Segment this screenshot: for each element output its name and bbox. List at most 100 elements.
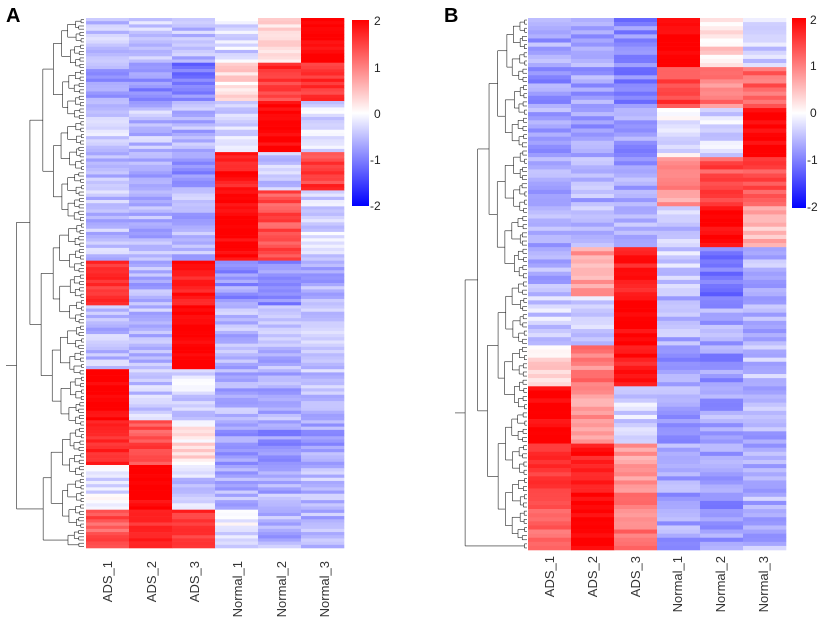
panel-b-heatmap-cell — [528, 181, 572, 187]
panel-b-heatmap-cell — [657, 500, 701, 506]
panel-b-heatmap-cell — [528, 496, 572, 502]
panel-b-heatmap-cell — [743, 341, 787, 346]
panel-b-heatmap-cell — [528, 259, 572, 264]
panel-a-heatmap-cell — [258, 334, 302, 338]
panel-a-heatmap-cell — [172, 286, 216, 290]
panel-a-heatmap-cell — [172, 110, 216, 115]
panel-a-heatmap-cell — [129, 359, 173, 364]
panel-a-heatmap-cell — [301, 311, 345, 316]
panel-b-heatmap-cell — [571, 206, 615, 211]
panel-a-heatmap-cell — [258, 417, 302, 421]
panel-a-heatmap-cell — [172, 461, 216, 466]
panel-b-heatmap-cell — [528, 91, 572, 97]
panel-a-heatmap-cell — [172, 244, 216, 249]
panel-b-heatmap-cell — [657, 529, 701, 534]
panel-a-heatmap-cell — [301, 477, 345, 482]
panel-a-heatmap-cell — [258, 538, 302, 542]
panel-b-heatmap-cell — [743, 398, 787, 403]
panel-b-heatmap-cell — [528, 353, 572, 358]
panel-b-heatmap-cell — [743, 333, 787, 338]
panel-a-heatmap-cell — [258, 522, 302, 526]
panel-a-heatmap-cell — [215, 40, 259, 44]
panel-b-heatmap-cell — [571, 30, 615, 35]
panel-a-heatmap-cell — [215, 254, 259, 258]
panel-a-heatmap-cell — [129, 145, 173, 150]
panel-a-heatmap-cell — [258, 148, 302, 153]
panel-b-heatmap-cell — [571, 263, 615, 268]
panel-a-heatmap-cell — [301, 21, 345, 25]
panel-a-heatmap-cell — [172, 321, 216, 325]
panel-a-heatmap-cell — [172, 480, 216, 485]
panel-a-heatmap-cell — [86, 461, 130, 466]
panel-a-heatmap-cell — [172, 69, 216, 73]
panel-a-heatmap-cell — [172, 107, 216, 111]
panel-a-heatmap-cell — [258, 161, 302, 166]
panel-b-heatmap-cell — [528, 537, 572, 543]
panel-a-heatmap-cell — [258, 231, 302, 236]
panel-a-heatmap-cell — [215, 346, 259, 351]
panel-b-heatmap-cell — [571, 468, 615, 473]
panel-b-heatmap-cell — [528, 99, 572, 105]
panel-b-heatmap-cell — [528, 423, 572, 428]
panel-a-heatmap-cell — [129, 244, 173, 249]
panel-a-heatmap-cell — [129, 254, 173, 258]
panel-a-heatmap-cell — [215, 461, 259, 466]
panel-b-heatmap-cell — [571, 304, 615, 309]
panel-a-heatmap-cell — [129, 152, 173, 156]
panel-b-heatmap-cell — [657, 132, 701, 137]
panel-a-heatmap-cell — [215, 225, 259, 230]
panel-b-heatmap-cell — [743, 439, 787, 444]
panel-a-heatmap-cell — [215, 372, 259, 376]
panel-b-heatmap-cell — [571, 320, 615, 326]
panel-a-heatmap-cell — [301, 177, 345, 182]
panel-a-heatmap-cell — [301, 120, 345, 124]
panel-b-heatmap-cell — [657, 361, 701, 367]
panel-a-heatmap-cell — [86, 289, 130, 293]
panel-b-heatmap-cell — [700, 67, 744, 72]
panel-b-heatmap-cell — [657, 214, 701, 219]
panel-a-heatmap-cell — [129, 209, 173, 214]
panel-a-heatmap-cell — [258, 458, 302, 463]
panel-a-heatmap-cell — [301, 238, 345, 242]
panel-a-heatmap-cell — [129, 75, 173, 79]
panel-a-heatmap-cell — [172, 385, 216, 389]
panel-b-heatmap-cell — [614, 447, 658, 453]
panel-b-heatmap-cell — [743, 247, 787, 252]
panel-b-heatmap-cell — [657, 472, 701, 477]
panel-a-heatmap-cell — [258, 375, 302, 380]
panel-a-heatmap-cell — [301, 88, 345, 92]
panel-b-col-label-normal-3: Normal_3 — [756, 556, 771, 612]
panel-a-heatmap-cell — [258, 407, 302, 412]
panel-a-heatmap-cell — [86, 541, 130, 546]
panel-b-heatmap-cell — [743, 63, 787, 68]
panel-b-heatmap-cell — [743, 484, 787, 489]
panel-b-heatmap-cell — [614, 38, 658, 43]
panel-b-heatmap-cell — [657, 91, 701, 97]
panel-a-heatmap-cell — [86, 519, 130, 523]
panel-b-heatmap-cell — [571, 443, 615, 448]
panel-a-heatmap-cell — [301, 343, 345, 348]
panel-a-heatmap-cell — [258, 391, 302, 396]
panel-a-heatmap-cell — [86, 394, 130, 399]
panel-b-heatmap-cell — [571, 279, 615, 285]
panel-a-heatmap-cell — [129, 452, 173, 456]
panel-b-heatmap-cell — [700, 439, 744, 444]
panel-a-heatmap-cell — [301, 193, 345, 198]
panel-b-legend-tick-neg2: -2 — [807, 200, 818, 214]
panel-b-heatmap-cell — [657, 165, 701, 170]
panel-b-heatmap-cell — [571, 58, 615, 64]
panel-a-label: A — [6, 5, 20, 27]
panel-b-heatmap-cell — [700, 177, 744, 182]
panel-a-heatmap-cell — [86, 330, 130, 335]
panel-a-heatmap-cell — [258, 372, 302, 376]
panel-a-heatmap-cell — [129, 506, 173, 510]
panel-b-heatmap-cell — [571, 533, 615, 539]
panel-a-heatmap-cell — [215, 184, 259, 188]
panel-a-heatmap-cell — [86, 346, 130, 351]
panel-b-heatmap-cell — [700, 533, 744, 539]
panel-b-heatmap-cell — [700, 42, 744, 47]
panel-a-heatmap-cell — [215, 516, 259, 520]
panel-a-heatmap-cell — [172, 426, 216, 431]
panel-b-heatmap-cell — [614, 349, 658, 354]
panel-b-heatmap-cell — [614, 165, 658, 170]
